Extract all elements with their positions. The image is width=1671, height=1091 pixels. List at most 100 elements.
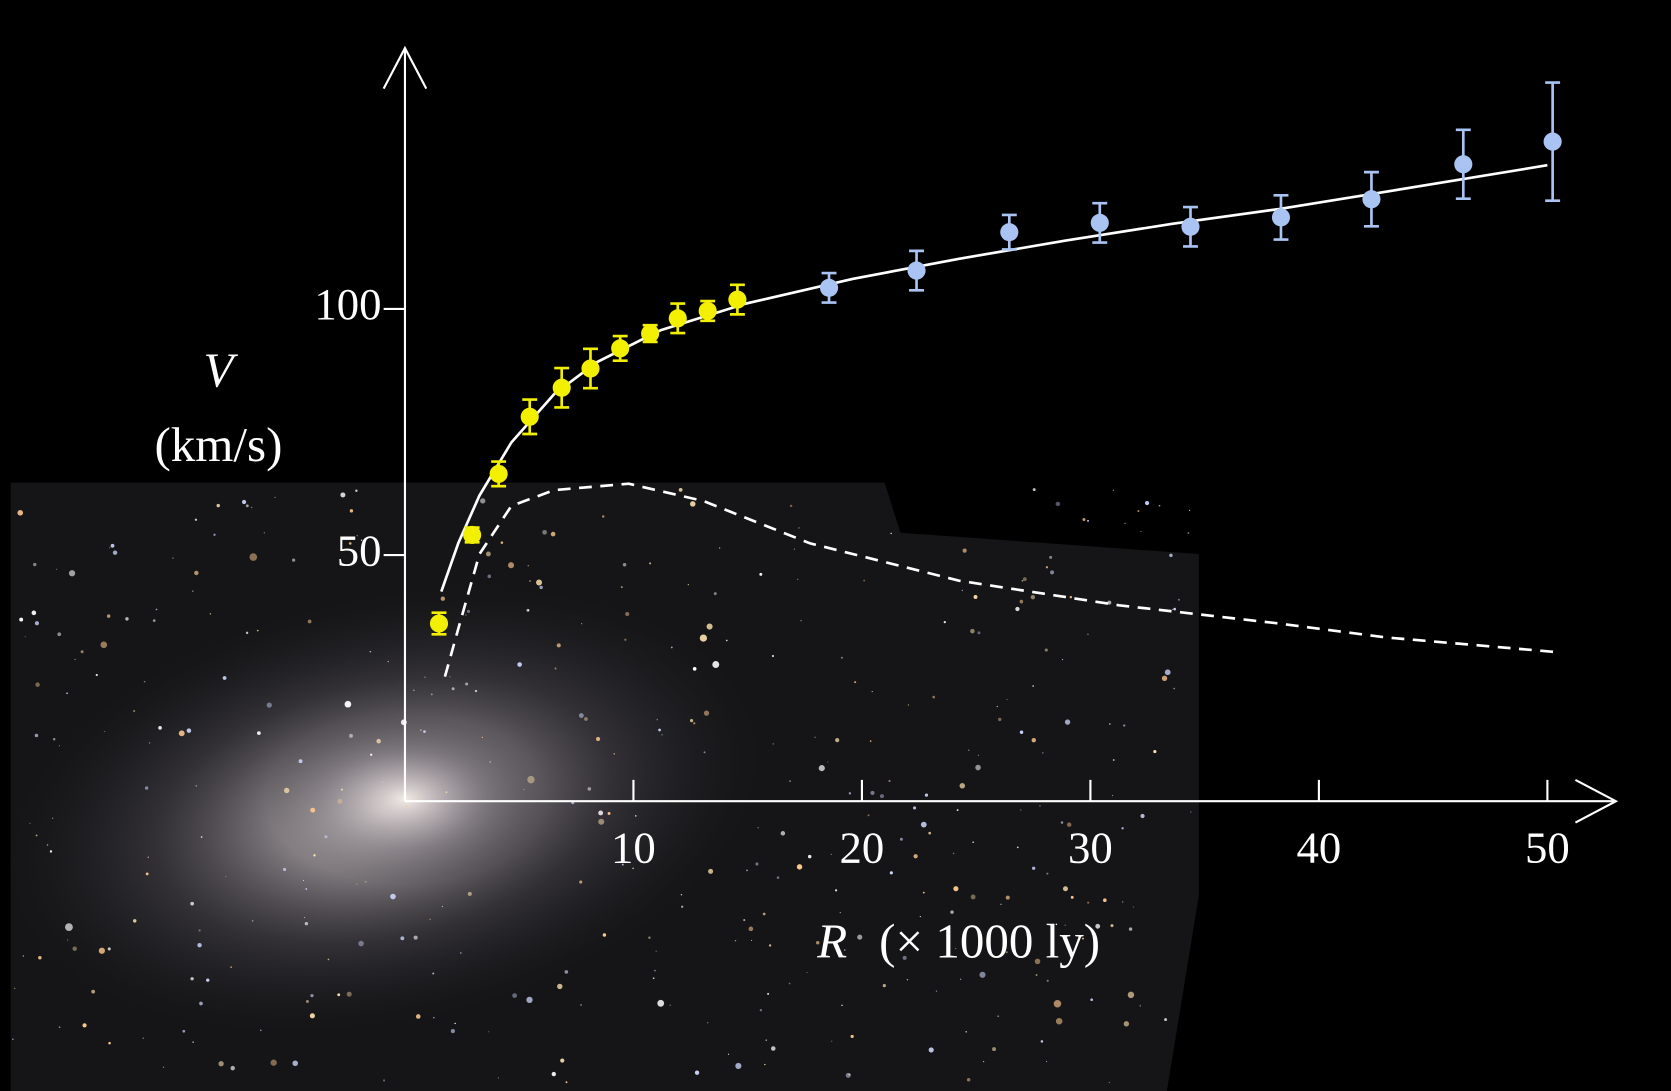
star — [1045, 648, 1048, 651]
star — [313, 854, 315, 856]
star — [743, 919, 745, 921]
star — [763, 913, 766, 916]
star — [900, 838, 903, 841]
star — [1087, 634, 1088, 635]
star — [445, 791, 447, 793]
star — [707, 1022, 708, 1023]
star — [649, 562, 651, 564]
star — [1050, 570, 1054, 574]
star — [536, 579, 542, 585]
star — [1036, 974, 1038, 976]
star — [17, 510, 23, 516]
star — [726, 640, 728, 642]
star — [144, 681, 146, 683]
star — [163, 1067, 164, 1068]
star — [1153, 750, 1156, 753]
star — [370, 754, 372, 756]
star — [1020, 600, 1024, 604]
star — [965, 1031, 966, 1032]
star — [790, 505, 792, 507]
star — [413, 689, 415, 691]
star — [800, 620, 801, 621]
star — [648, 936, 650, 938]
star — [1065, 719, 1070, 724]
star — [65, 923, 73, 931]
data-point — [820, 279, 838, 297]
star — [113, 550, 117, 554]
star — [560, 1059, 564, 1063]
star — [971, 895, 976, 900]
star — [566, 1081, 568, 1083]
star — [849, 792, 851, 794]
star — [337, 993, 340, 996]
star — [690, 501, 696, 507]
star — [52, 818, 53, 819]
star — [1042, 752, 1044, 754]
star — [82, 1023, 86, 1027]
star — [681, 906, 683, 908]
star — [517, 662, 522, 667]
star — [978, 755, 979, 756]
star — [337, 799, 342, 804]
star — [557, 643, 561, 647]
star — [187, 728, 192, 733]
star — [310, 994, 313, 997]
star — [608, 812, 611, 815]
star — [345, 701, 352, 708]
star — [25, 636, 26, 637]
star — [190, 902, 194, 906]
star — [498, 1077, 499, 1078]
star — [12, 1039, 13, 1040]
star — [771, 1046, 776, 1051]
star — [635, 815, 637, 817]
star — [524, 789, 525, 790]
star — [963, 549, 967, 553]
star — [1173, 688, 1175, 690]
star — [1159, 505, 1161, 507]
star — [274, 497, 275, 498]
star — [1056, 502, 1060, 506]
star — [1063, 886, 1068, 891]
star — [107, 614, 110, 617]
star — [953, 853, 954, 854]
star — [383, 1079, 385, 1081]
star — [797, 864, 802, 869]
star — [653, 977, 655, 979]
star — [1032, 867, 1035, 870]
star — [182, 1030, 185, 1033]
star — [50, 850, 52, 852]
star — [146, 872, 149, 875]
star — [35, 734, 38, 737]
star — [414, 936, 418, 940]
star — [292, 1060, 298, 1066]
star — [355, 490, 357, 492]
star — [74, 659, 75, 660]
data-point — [699, 302, 717, 320]
star — [23, 955, 24, 956]
star — [257, 630, 259, 632]
star — [932, 696, 935, 699]
star — [249, 553, 257, 561]
star — [588, 787, 592, 791]
star — [693, 722, 695, 724]
star — [482, 737, 483, 738]
star — [29, 823, 30, 824]
star — [81, 650, 84, 653]
star — [580, 1004, 581, 1005]
star — [475, 690, 477, 692]
data-point — [1181, 218, 1199, 236]
star — [38, 956, 41, 959]
star — [1015, 607, 1019, 611]
star — [1178, 599, 1180, 601]
star — [1056, 1018, 1063, 1025]
star — [835, 738, 839, 742]
star — [868, 814, 870, 816]
star — [921, 822, 927, 828]
star — [223, 676, 227, 680]
star — [1046, 566, 1048, 568]
star — [974, 595, 978, 599]
star — [1113, 759, 1115, 761]
star — [347, 992, 352, 997]
star — [192, 590, 193, 591]
star — [1124, 1021, 1129, 1026]
